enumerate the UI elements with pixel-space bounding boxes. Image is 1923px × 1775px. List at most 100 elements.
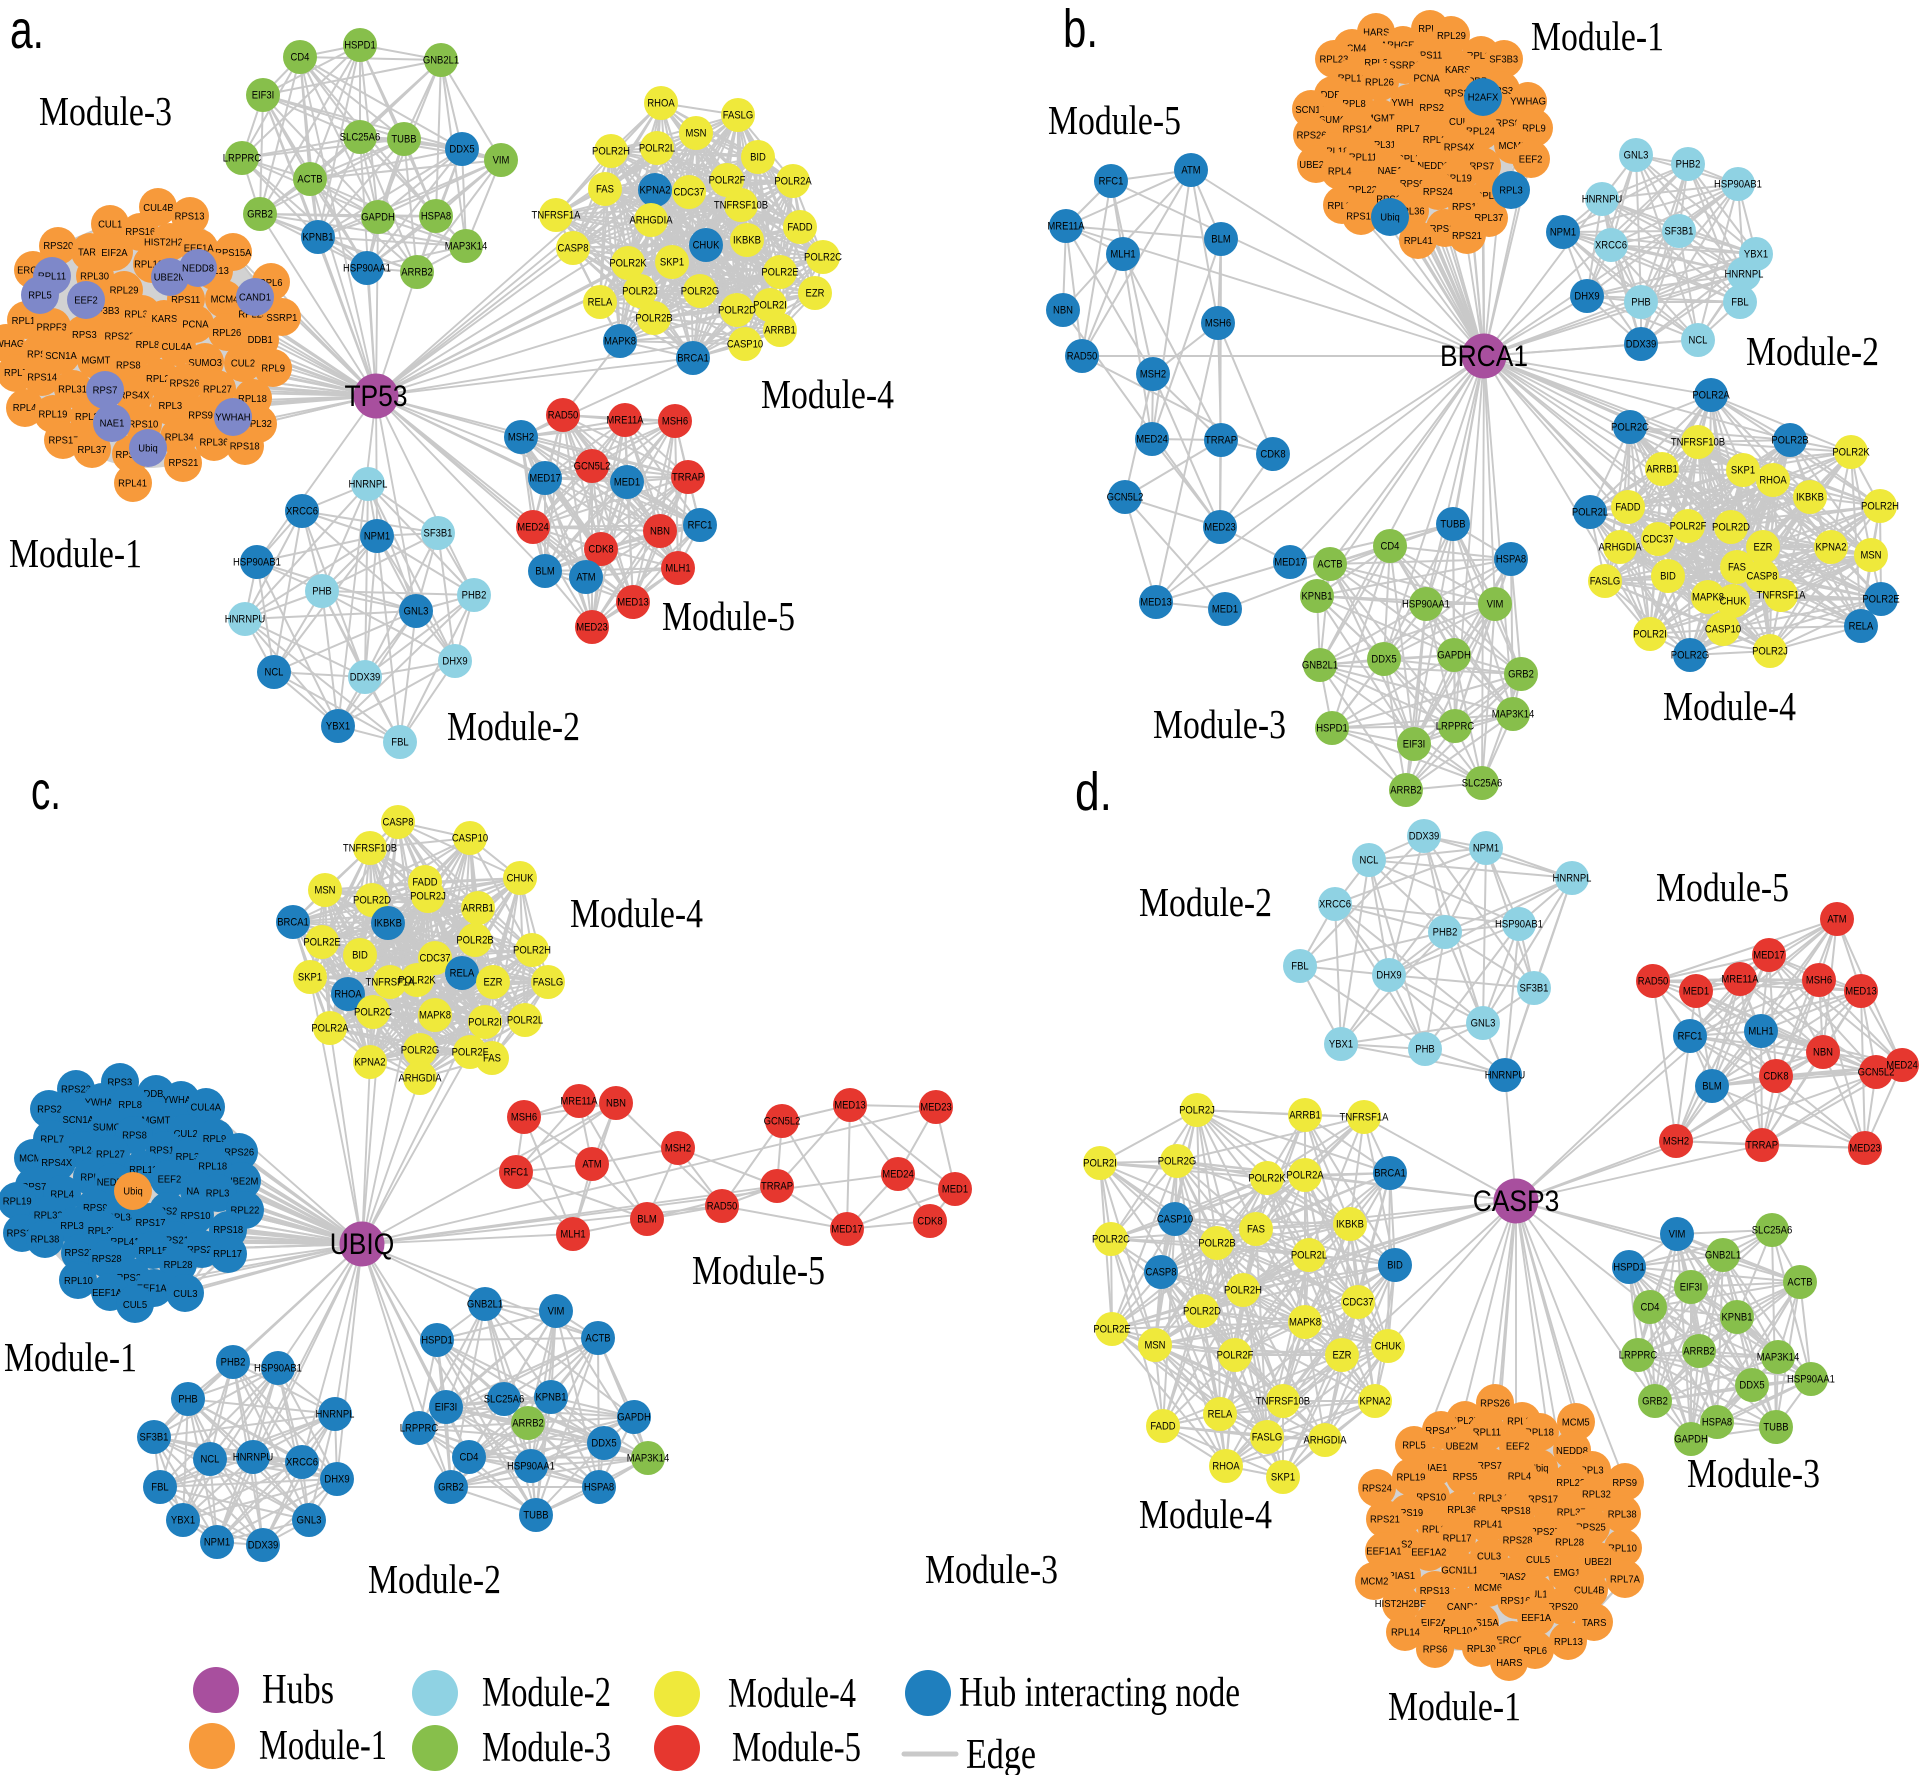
svg-text:TRRAP: TRRAP xyxy=(672,472,704,484)
svg-text:RPS24: RPS24 xyxy=(1423,186,1453,198)
svg-text:NBN: NBN xyxy=(650,526,670,538)
svg-text:BLM: BLM xyxy=(1211,234,1231,246)
svg-text:UBE2I: UBE2I xyxy=(1584,1556,1611,1568)
svg-text:EMG1: EMG1 xyxy=(1554,1567,1581,1579)
svg-text:ARRB2: ARRB2 xyxy=(401,267,433,279)
svg-text:RAD50: RAD50 xyxy=(548,410,579,422)
svg-text:RPS17: RPS17 xyxy=(1528,1494,1558,1506)
svg-text:RPS18: RPS18 xyxy=(213,1224,243,1236)
svg-text:RPS8: RPS8 xyxy=(122,1130,147,1142)
svg-text:DDX5: DDX5 xyxy=(449,144,474,156)
svg-text:RPL18: RPL18 xyxy=(198,1160,227,1172)
svg-text:RPL19: RPL19 xyxy=(38,408,67,420)
svg-text:SLC25A6: SLC25A6 xyxy=(340,132,381,144)
svg-text:RPS4X: RPS4X xyxy=(41,1157,72,1169)
svg-text:RPS2: RPS2 xyxy=(37,1103,62,1115)
svg-text:RPS23: RPS23 xyxy=(105,331,135,343)
svg-text:RPS7: RPS7 xyxy=(1469,161,1494,173)
svg-text:RPL27: RPL27 xyxy=(96,1149,125,1161)
svg-text:MLH1: MLH1 xyxy=(1110,249,1135,261)
svg-text:HSP90AA1: HSP90AA1 xyxy=(343,263,391,275)
svg-text:RPS18: RPS18 xyxy=(1346,211,1376,223)
svg-text:POLR2F: POLR2F xyxy=(1670,521,1707,533)
svg-text:KPNA2: KPNA2 xyxy=(640,185,671,197)
svg-text:EEF1A1: EEF1A1 xyxy=(1366,1545,1401,1557)
svg-text:BID: BID xyxy=(1660,571,1676,583)
svg-text:RPS21: RPS21 xyxy=(168,457,198,469)
svg-text:RPS26: RPS26 xyxy=(1297,129,1327,141)
svg-text:HNRNPU: HNRNPU xyxy=(225,614,266,626)
svg-text:HNRNPU: HNRNPU xyxy=(1582,194,1623,206)
svg-text:CUL4B: CUL4B xyxy=(143,202,174,214)
svg-text:POLR2C: POLR2C xyxy=(1611,422,1649,434)
svg-text:RPL7A: RPL7A xyxy=(1610,1574,1640,1586)
svg-text:SKP1: SKP1 xyxy=(1731,465,1755,477)
svg-text:RPL17: RPL17 xyxy=(1443,1532,1472,1544)
svg-text:DDB1: DDB1 xyxy=(248,334,273,346)
svg-text:MCM5: MCM5 xyxy=(1562,1416,1590,1428)
svg-text:RPS14: RPS14 xyxy=(1342,124,1372,136)
svg-text:RPS13: RPS13 xyxy=(175,211,205,223)
svg-text:NEDD8: NEDD8 xyxy=(1556,1445,1588,1457)
svg-text:HSP90AB1: HSP90AB1 xyxy=(233,557,281,569)
svg-text:RPL34: RPL34 xyxy=(165,431,194,443)
svg-text:RPS6: RPS6 xyxy=(1423,1643,1448,1655)
svg-text:EEF2: EEF2 xyxy=(74,295,98,307)
svg-text:ATM: ATM xyxy=(576,572,595,584)
svg-text:FASLG: FASLG xyxy=(1590,576,1621,588)
svg-text:MCM2: MCM2 xyxy=(1361,1575,1389,1587)
svg-text:MAP3K14: MAP3K14 xyxy=(445,241,488,253)
svg-text:RPL28: RPL28 xyxy=(1555,1536,1584,1548)
svg-text:RPL5: RPL5 xyxy=(1402,1439,1426,1451)
svg-text:POLR2C: POLR2C xyxy=(804,252,842,264)
svg-text:RPL9: RPL9 xyxy=(203,1133,227,1145)
svg-text:RPL7: RPL7 xyxy=(4,367,28,379)
svg-text:PCNA: PCNA xyxy=(1413,73,1439,85)
svg-text:CAND1: CAND1 xyxy=(239,292,271,304)
svg-text:RPL3: RPL3 xyxy=(159,400,183,412)
svg-text:RPL27: RPL27 xyxy=(203,383,232,395)
svg-text:CASP8: CASP8 xyxy=(1747,571,1778,583)
svg-text:RPL10: RPL10 xyxy=(64,1275,93,1287)
svg-text:RPS24: RPS24 xyxy=(1362,1482,1392,1494)
svg-text:RPS26: RPS26 xyxy=(1480,1397,1510,1409)
svg-text:RELA: RELA xyxy=(588,297,613,309)
svg-text:RPL37: RPL37 xyxy=(1474,212,1503,224)
svg-text:RPS9: RPS9 xyxy=(1400,178,1425,190)
svg-text:RPS3: RPS3 xyxy=(72,329,97,341)
svg-text:HIST2H2BE: HIST2H2BE xyxy=(1375,1598,1427,1610)
svg-text:MED24: MED24 xyxy=(1136,434,1168,446)
svg-text:POLR2L: POLR2L xyxy=(639,143,675,155)
svg-text:RPL3: RPL3 xyxy=(206,1188,230,1200)
svg-text:RPS10: RPS10 xyxy=(1416,1491,1446,1503)
svg-text:MRE11A: MRE11A xyxy=(1047,221,1085,233)
svg-text:RPL36: RPL36 xyxy=(60,1220,89,1232)
svg-text:POLR2D: POLR2D xyxy=(718,305,756,317)
svg-text:RPL41: RPL41 xyxy=(1404,235,1433,247)
svg-text:POLR2H: POLR2H xyxy=(592,146,630,158)
svg-text:EZR: EZR xyxy=(1754,542,1773,554)
svg-text:RPL8: RPL8 xyxy=(118,1099,142,1111)
svg-text:MAPK8: MAPK8 xyxy=(604,336,636,348)
svg-text:MED13: MED13 xyxy=(617,597,649,609)
svg-text:RPL22: RPL22 xyxy=(1556,1477,1585,1489)
svg-text:KARS: KARS xyxy=(1445,64,1471,76)
svg-text:MSH2: MSH2 xyxy=(1140,369,1166,381)
svg-text:RPL7: RPL7 xyxy=(1396,123,1420,135)
svg-text:RPL13: RPL13 xyxy=(1554,1636,1583,1648)
svg-text:GCN5L2: GCN5L2 xyxy=(1107,492,1144,504)
svg-text:RPL29: RPL29 xyxy=(1437,30,1466,42)
svg-text:RPL28: RPL28 xyxy=(164,1259,193,1271)
svg-text:RELA: RELA xyxy=(1849,621,1874,633)
svg-text:RPS9: RPS9 xyxy=(1612,1477,1637,1489)
svg-text:FBL: FBL xyxy=(1731,297,1748,309)
svg-text:POLR2B: POLR2B xyxy=(635,313,672,325)
svg-text:RPS14: RPS14 xyxy=(27,372,57,384)
svg-text:PCNA: PCNA xyxy=(182,319,208,331)
svg-text:RPS18: RPS18 xyxy=(1501,1505,1531,1517)
svg-text:ARHGDIA: ARHGDIA xyxy=(1598,542,1642,554)
svg-text:RPL4: RPL4 xyxy=(1328,165,1352,177)
svg-text:YWHAH: YWHAH xyxy=(215,412,250,424)
svg-text:RPL19: RPL19 xyxy=(3,1196,32,1208)
svg-text:RPL4: RPL4 xyxy=(1508,1471,1532,1483)
